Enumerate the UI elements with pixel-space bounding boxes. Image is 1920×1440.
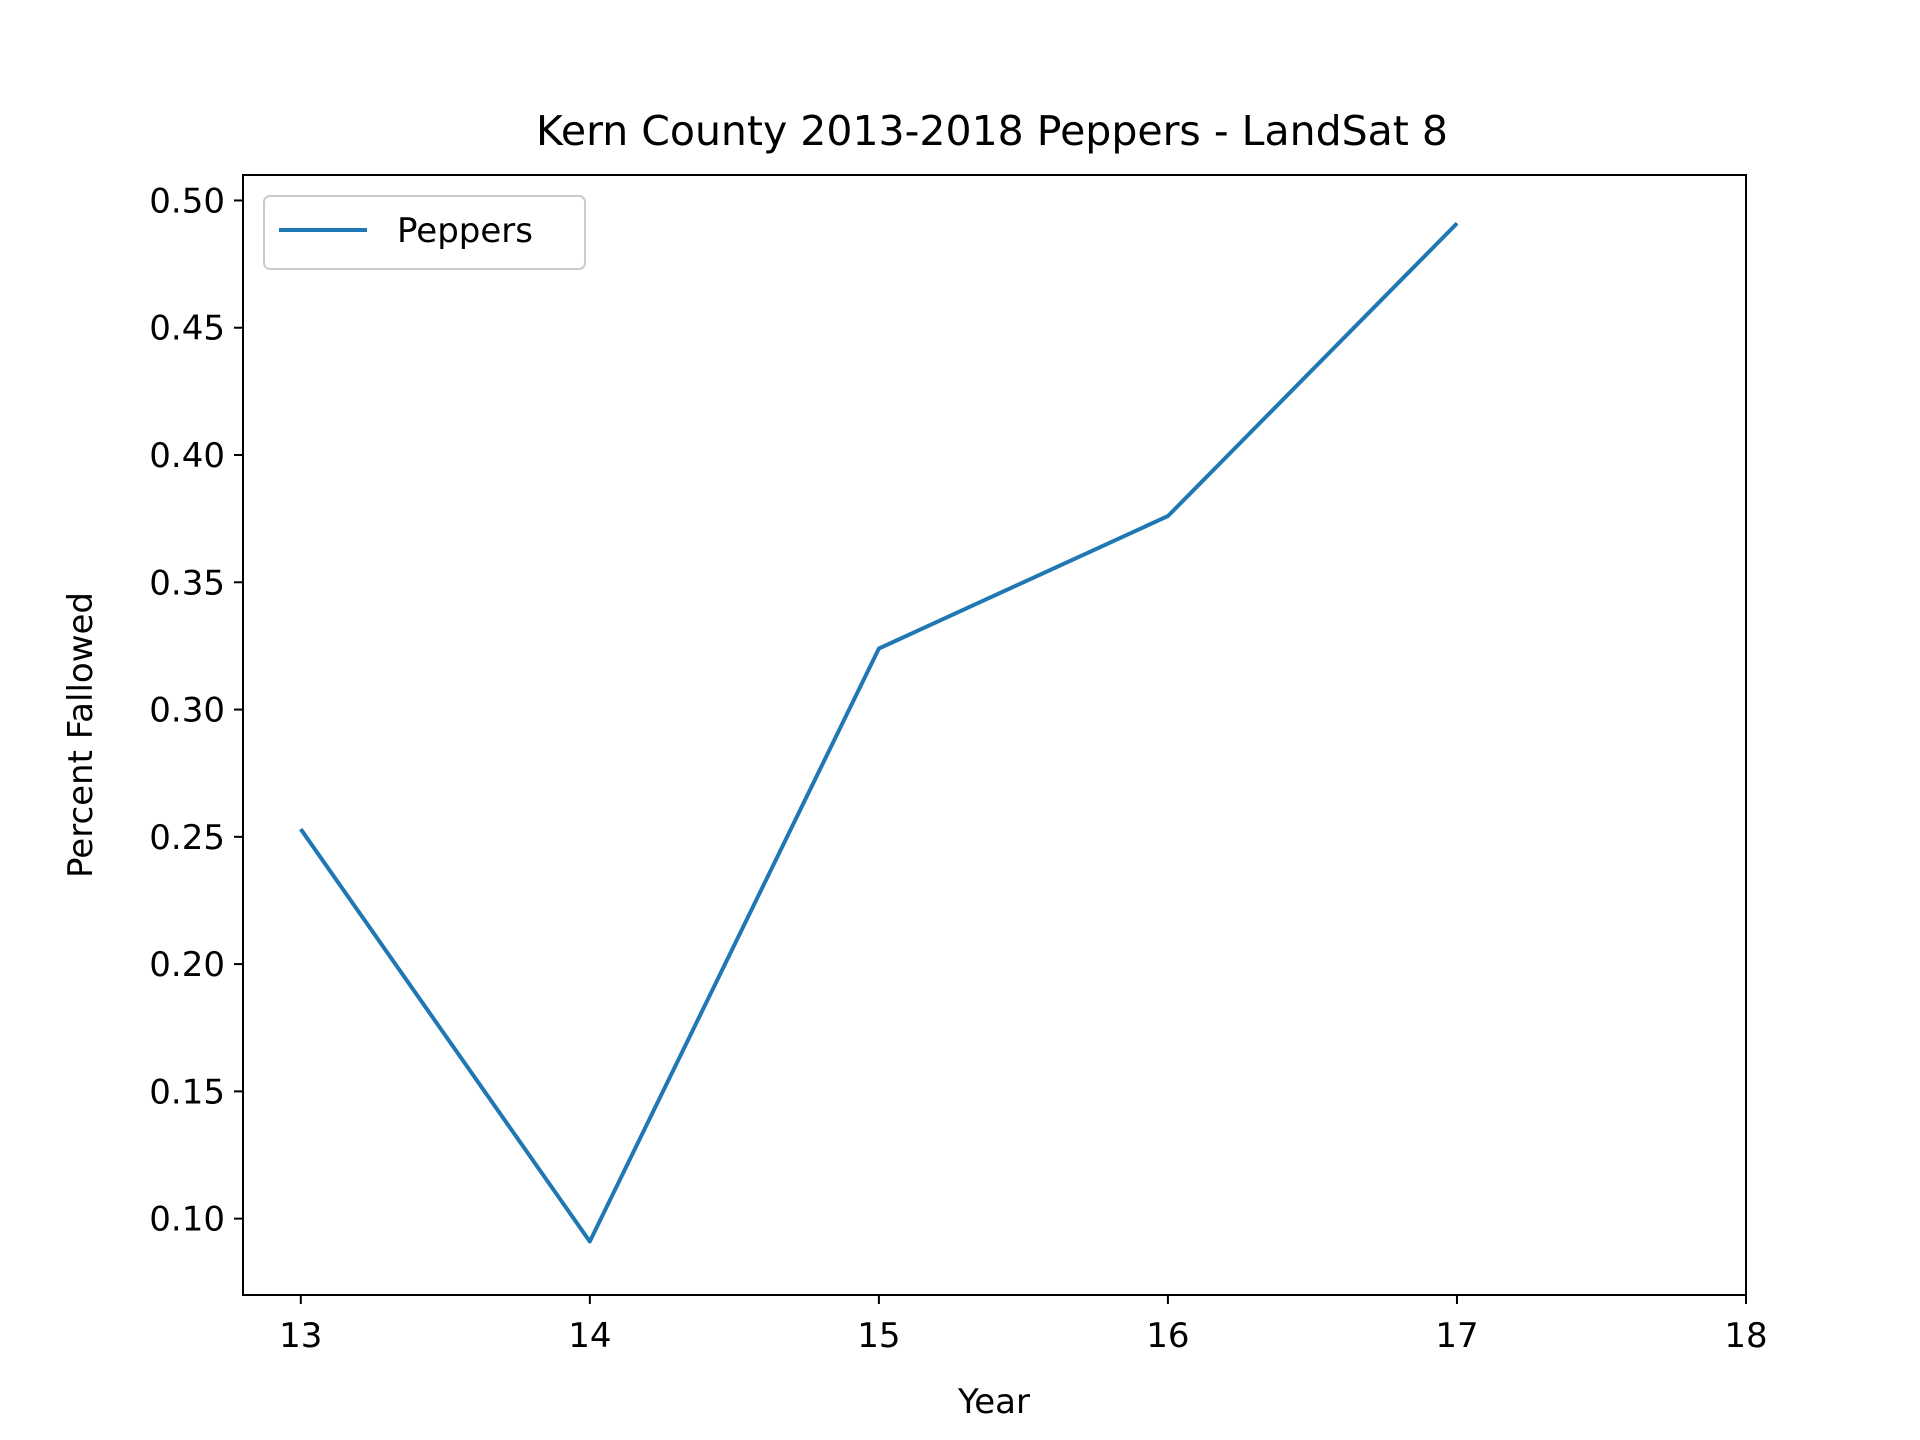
y-tick-label: 0.25 <box>149 818 225 858</box>
x-tick-label: 13 <box>279 1316 322 1356</box>
y-axis-label: Percent Fallowed <box>61 592 101 878</box>
y-tick-label: 0.20 <box>149 945 225 985</box>
data-point <box>878 647 880 649</box>
data-point <box>300 828 302 830</box>
plot-area <box>243 175 1746 1295</box>
y-tick-label: 0.40 <box>149 436 225 476</box>
y-tick-label: 0.45 <box>149 309 225 349</box>
y-tick-label: 0.10 <box>149 1200 225 1240</box>
legend: Peppers <box>263 195 586 270</box>
plot-background <box>243 175 1746 1295</box>
x-axis-label: Year <box>957 1382 1030 1422</box>
x-tick-label: 18 <box>1724 1316 1767 1356</box>
data-point <box>589 1241 591 1243</box>
x-tick-label: 14 <box>568 1316 611 1356</box>
x-tick-label: 15 <box>857 1316 900 1356</box>
y-tick-label: 0.35 <box>149 563 225 603</box>
y-tick-label: 0.30 <box>149 691 225 731</box>
series-layer <box>299 221 1459 1244</box>
x-axis: 13 14 15 16 17 18 <box>279 1295 1768 1356</box>
x-tick-label: 17 <box>1435 1316 1478 1356</box>
legend-label: Peppers <box>397 211 533 251</box>
plot-frame <box>242 174 1747 1296</box>
y-tick-label: 0.50 <box>149 181 225 221</box>
y-axis: 0.10 0.15 0.20 0.25 0.30 0.35 0.40 0.45 0.50 <box>149 181 243 1240</box>
data-point <box>1167 515 1169 517</box>
legend-frame <box>263 195 586 270</box>
x-tick-label: 16 <box>1146 1316 1189 1356</box>
chart-title: Kern County 2013-2018 Peppers - LandSat … <box>536 107 1448 155</box>
data-point <box>1456 222 1458 224</box>
y-tick-label: 0.15 <box>149 1072 225 1112</box>
